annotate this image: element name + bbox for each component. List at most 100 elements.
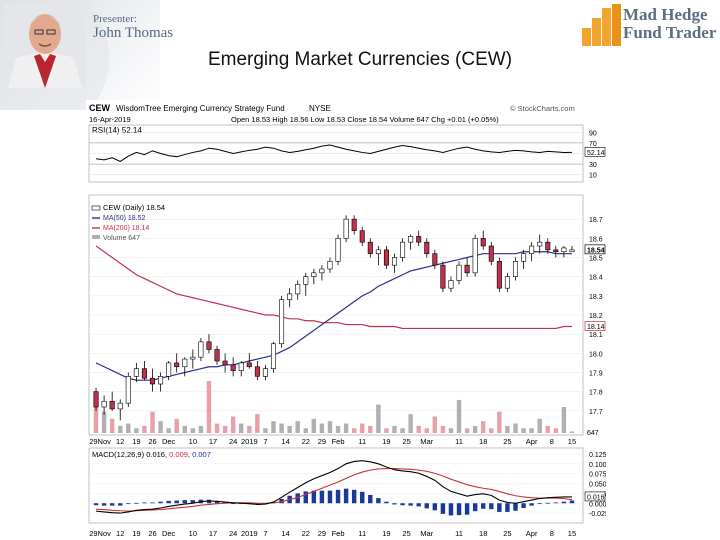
macd-histogram-bar — [206, 499, 212, 504]
volume-bar — [150, 411, 155, 433]
candle-body — [101, 400, 107, 408]
volume-bar — [472, 425, 478, 433]
macd-histogram-bar — [93, 503, 99, 506]
price-tick-label: 18.1 — [589, 332, 603, 339]
price-tick-label: 18.2 — [589, 313, 603, 320]
ma200-last-value: 18.14 — [587, 324, 605, 331]
rsi-label: RSI(14) 52.14 — [92, 126, 142, 135]
candle-body — [375, 249, 381, 254]
x-axis-label-bottom: 10 — [189, 529, 197, 538]
volume-bar — [335, 425, 341, 433]
volume-bar — [368, 425, 373, 433]
candle-body — [408, 236, 414, 243]
candle-body — [343, 218, 349, 239]
price-legend: CEW (Daily) 18.54 MA(50) 18.52 MA(200) 1… — [91, 203, 165, 242]
macd-line — [95, 460, 572, 514]
x-axis-label-top: 7 — [263, 437, 267, 446]
macd-histogram-bar — [416, 503, 421, 507]
x-axis-label-bottom: 25 — [402, 529, 410, 538]
volume-bar — [222, 425, 228, 433]
candle-body — [158, 376, 164, 385]
macd-histogram-bar — [222, 502, 228, 504]
candle-body — [400, 241, 406, 258]
volume-bar — [295, 421, 300, 433]
candle-body — [383, 249, 389, 266]
x-axis-label-bottom: 18 — [479, 529, 487, 538]
macd-histogram-bar — [472, 503, 478, 512]
candle-body — [569, 249, 575, 253]
volume-bar — [521, 428, 526, 433]
x-axis-label-top: Dec — [162, 437, 176, 446]
legend-ma50: MA(50) 18.52 — [103, 215, 146, 222]
macd-histogram-bar — [376, 498, 381, 504]
volume-bar — [432, 416, 438, 433]
price-tick-label: 18.6 — [589, 236, 603, 243]
price-tick-label: 18.0 — [589, 351, 603, 358]
legend-ma200: MA(200) 18.14 — [103, 225, 149, 232]
candle-body — [109, 400, 115, 410]
x-axis-label-top: 24 — [229, 437, 237, 446]
volume-bar — [481, 421, 486, 433]
volume-bar — [287, 425, 292, 433]
candle-body — [351, 218, 357, 231]
x-axis-label-bottom: 14 — [281, 529, 289, 538]
volume-bar — [416, 425, 421, 433]
macd-histogram-bar — [561, 501, 567, 504]
candle-body — [480, 238, 486, 247]
volume-bar — [279, 423, 284, 433]
price-last-value: 18.54 — [587, 247, 605, 254]
volume-bar — [440, 425, 446, 433]
macd-histogram-bar — [255, 503, 260, 505]
volume-bar — [198, 425, 204, 433]
macd-panel — [88, 447, 584, 524]
legend-swatch-volume — [92, 235, 100, 239]
volume-bar — [569, 431, 575, 433]
macd-tick-label: 0.100 — [589, 462, 606, 469]
volume-bar — [158, 421, 163, 433]
candle-body — [504, 276, 510, 289]
macd-histogram-bar — [448, 503, 454, 516]
volume-bar — [456, 399, 462, 433]
x-axis-label-top: 25 — [402, 437, 410, 446]
volume-bar — [255, 414, 260, 433]
stock-chart: CEW WisdomTree Emerging Currency Strateg… — [86, 100, 606, 540]
macd-histogram-bar — [126, 503, 131, 505]
volume-bar — [384, 428, 389, 433]
rsi-tick-label: 10 — [589, 173, 597, 180]
candle-body — [174, 362, 180, 368]
candle-body — [416, 236, 422, 243]
macd-histogram-bar — [319, 490, 325, 504]
volume-bar — [311, 418, 317, 433]
candle-body — [93, 391, 99, 408]
candle-body — [141, 368, 147, 379]
rsi-last-value: 52.14 — [587, 150, 605, 157]
volume-bar — [376, 404, 381, 433]
ma200-line — [95, 245, 572, 330]
macd-histogram-bar — [553, 502, 559, 504]
candle-body — [214, 349, 220, 362]
x-axis-label-bottom: 25 — [503, 529, 511, 538]
volume-bar — [166, 428, 171, 433]
chart-date: 16-Apr-2019 — [89, 115, 131, 124]
price-tick-label: 17.7 — [589, 409, 603, 416]
volume-bar — [537, 418, 542, 433]
rsi-tick-label: 70 — [589, 141, 597, 148]
volume-bar — [513, 423, 518, 433]
volume-bar — [545, 425, 550, 433]
x-axis-label-top: 19 — [132, 437, 140, 446]
macd-histogram-bar — [384, 501, 389, 504]
macd-histogram-bar — [529, 503, 534, 506]
x-axis-label-bottom: 11 — [358, 529, 366, 538]
x-axis-label-top: Apr — [526, 437, 538, 446]
volume-bar — [93, 397, 99, 433]
volume-bar — [174, 418, 179, 433]
presenter-photo — [4, 4, 86, 88]
x-axis-label-top: 22 — [302, 437, 310, 446]
chart-ohlc: Open 18.53 High 18.56 Low 18.53 Close 18… — [231, 115, 499, 124]
macd-label-signal: 0.009 — [169, 450, 188, 459]
candle-body — [125, 376, 131, 404]
volume-bar — [134, 428, 139, 433]
volume-bar — [553, 428, 559, 433]
candle-body — [472, 238, 478, 274]
candle-body — [254, 366, 260, 377]
